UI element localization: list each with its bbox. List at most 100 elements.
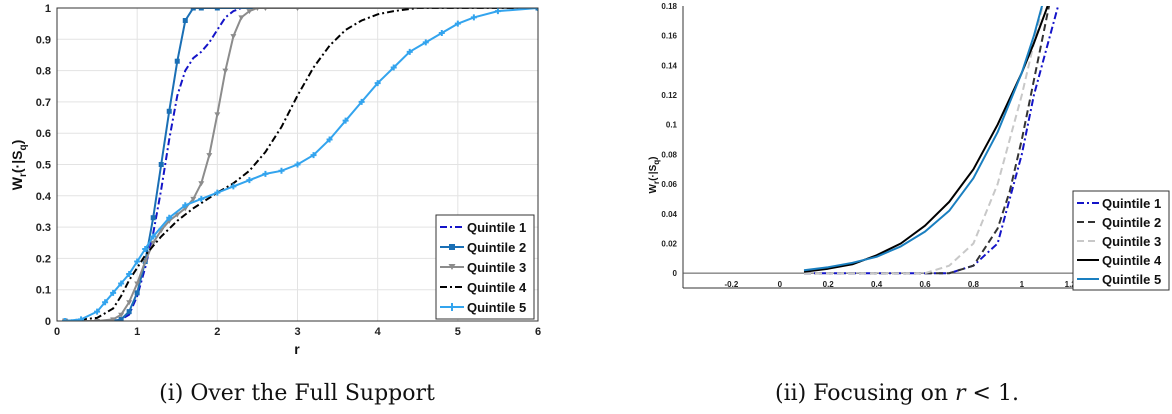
x-tick-label: 2 (214, 326, 220, 338)
legend: Quintile 1 Quintile 2 Quintile 3 Quintile 4… (435, 214, 535, 320)
legend-label: Quintile 3 (467, 260, 526, 275)
data-point (150, 240, 157, 246)
x-tick-label: 0 (778, 280, 783, 289)
x-tick-label: 5 (455, 326, 461, 338)
x-tick-label: 1 (1020, 280, 1025, 289)
axes-box (56, 7, 539, 322)
x-tick-label: 3 (294, 326, 300, 338)
data-point (174, 58, 180, 64)
data-point (263, 8, 268, 11)
y-tick-label: 0.4 (36, 191, 52, 203)
caption-full-support: (i) Over the Full Support (159, 381, 435, 406)
y-tick-label: 0.16 (661, 32, 677, 41)
data-point (230, 183, 237, 190)
data-point (150, 215, 156, 221)
data-point (190, 196, 197, 202)
legend-label: Quintile 3 (1102, 234, 1161, 249)
data-point (182, 18, 188, 24)
y-tick-label: 0.08 (661, 150, 677, 159)
x-tick-label: 0.8 (968, 280, 980, 289)
series-line-quintile-5 (64, 8, 538, 321)
data-point (238, 15, 245, 21)
x-tick-label: 4 (375, 326, 382, 338)
y-tick-label: 0 (45, 316, 51, 328)
data-point (214, 112, 221, 118)
series-group (803, 6, 1060, 275)
chart-full-support: 0 1 2 3 4 5 6 0 0.1 0.2 0.3 0.4 0.5 0.6 0.7 0.8 0.9 1 r W… (9, 3, 541, 406)
tick-labels: 0 1 2 3 4 5 6 0 0.1 0.2 0.3 0.4 0.5 0.6 0.7 0.8 0.9 1 (36, 3, 541, 338)
legend: Quintile 1 Quintile 2 Quintile 3 Quintile 4… (1072, 190, 1170, 291)
x-tick-label: 0.4 (871, 280, 883, 289)
chart-focus: -0.200.20.40.60.811.21.400.020.040.060.0… (648, 2, 1170, 406)
data-point (358, 98, 365, 105)
x-axis-label: r (294, 341, 300, 357)
data-point (262, 170, 269, 177)
y-tick-label: 0.8 (36, 66, 51, 78)
legend-label: Quintile 1 (1102, 196, 1161, 211)
data-point (190, 8, 196, 11)
legend-label: Quintile 4 (467, 280, 527, 295)
data-point (278, 167, 285, 174)
svg-text:(ii) Focusing on r < 1.: (ii) Focusing on r < 1. (775, 381, 1019, 406)
caption-var: r (955, 381, 967, 406)
data-point (390, 64, 397, 71)
y-tick-label: 0.12 (661, 91, 677, 100)
tick-labels: -0.200.20.40.60.811.21.400.020.040.060.0… (661, 2, 1124, 289)
data-point (222, 68, 229, 74)
y-tick-label: 0.2 (36, 253, 51, 265)
data-point (535, 8, 538, 11)
x-tick-label: 1 (134, 326, 140, 338)
legend-label: Quintile 4 (1102, 253, 1162, 268)
data-point (198, 181, 205, 187)
data-point (102, 299, 109, 306)
caption-suffix: < 1. (966, 381, 1019, 406)
data-point (110, 317, 117, 321)
data-point (438, 30, 445, 37)
data-point (206, 153, 213, 159)
data-point (142, 246, 149, 253)
caption-focus: (ii) Focusing on r < 1. (775, 381, 1019, 406)
x-tick-label: 0.6 (919, 280, 931, 289)
svg-text:Wr(·|Sq): Wr(·|Sq) (9, 140, 29, 191)
data-point (294, 161, 301, 168)
legend-marker (448, 264, 456, 270)
data-point (166, 108, 172, 114)
data-point (118, 280, 125, 287)
data-point (134, 258, 141, 265)
caption-prefix: (ii) Focusing on (775, 381, 955, 406)
series-line-quintile-4 (64, 8, 538, 321)
data-point (374, 80, 381, 87)
y-tick-label: 0.1 (36, 285, 51, 297)
series-line-quintile-1 (804, 6, 1060, 275)
data-point (166, 214, 173, 221)
series-line-quintile-1 (65, 8, 538, 321)
legend-label: Quintile 2 (1102, 215, 1161, 230)
y-tick-label: 0.6 (36, 128, 51, 140)
x-tick-label: 0 (54, 326, 60, 338)
series-line-quintile-3 (804, 6, 1044, 275)
data-point (246, 177, 253, 184)
data-point (118, 316, 124, 321)
y-axis-label: Wr(·|Sq) (648, 157, 661, 194)
y-tick-label: 0.3 (36, 222, 51, 234)
data-point (230, 34, 237, 40)
data-point (406, 48, 413, 55)
data-point (454, 20, 461, 27)
data-point (158, 162, 164, 167)
y-tick-label: 0.18 (661, 2, 677, 11)
data-point (94, 308, 101, 315)
y-tick-label: 0 (673, 269, 678, 278)
data-point (246, 9, 253, 15)
svg-text:Wr(·|Sq): Wr(·|Sq) (648, 157, 661, 194)
data-point (214, 8, 220, 11)
x-tick-label: 6 (535, 326, 541, 338)
data-point (295, 8, 300, 11)
data-point (470, 14, 477, 21)
data-point (198, 8, 204, 11)
y-tick-label: 0.1 (666, 121, 678, 130)
data-point (126, 309, 132, 315)
data-point (198, 195, 205, 202)
data-point (126, 300, 133, 306)
series-line-quintile-2 (804, 6, 1051, 275)
